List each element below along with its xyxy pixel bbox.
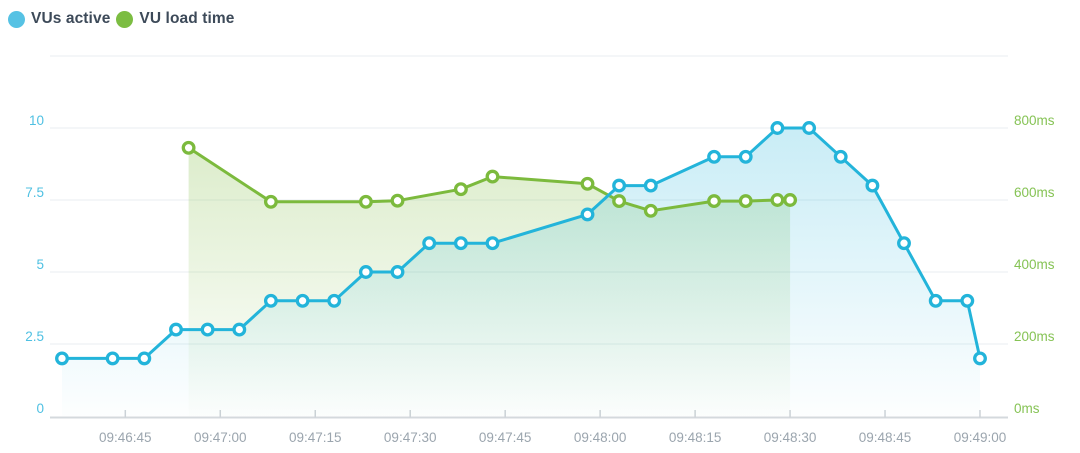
data-point-marker[interactable] [738, 149, 753, 164]
data-point-marker[interactable] [390, 265, 405, 279]
data-point-marker[interactable] [263, 194, 278, 209]
data-point-marker[interactable] [897, 236, 911, 251]
data-point-marker[interactable] [865, 178, 880, 193]
data-point-marker[interactable] [973, 351, 987, 366]
y-axis-left-label: 10 [29, 113, 44, 128]
vus-active-series [55, 121, 987, 366]
y-axis-left: 0 2.5 5 7.5 10 [25, 113, 44, 416]
legend: VUs active VU load time [8, 10, 235, 28]
data-point-marker[interactable] [580, 207, 595, 222]
data-point-marker[interactable] [960, 293, 975, 308]
x-axis-label: 09:48:45 [859, 430, 912, 445]
data-point-marker[interactable] [181, 140, 196, 155]
data-point-marker[interactable] [390, 193, 405, 208]
legend-label-vus-active: VUs active [31, 10, 111, 27]
data-point-marker[interactable] [580, 176, 595, 191]
data-point-marker[interactable] [643, 203, 658, 218]
data-point-marker[interactable] [295, 293, 310, 308]
data-point-marker[interactable] [358, 194, 373, 209]
x-axis: 09:46:45 09:47:00 09:47:15 09:47:30 09:47:45… [99, 410, 1006, 445]
y-axis-right-label: 400ms [1014, 257, 1055, 272]
data-point-marker[interactable] [770, 121, 785, 135]
y-axis-right-label: 200ms [1014, 329, 1055, 344]
legend-item-vu-load-time[interactable]: VU load time [116, 10, 234, 28]
x-axis-label: 09:49:00 [954, 430, 1007, 445]
data-point-marker[interactable] [738, 194, 753, 209]
data-point-marker[interactable] [643, 178, 658, 193]
x-axis-label: 09:47:45 [479, 430, 532, 445]
data-point-marker[interactable] [707, 194, 722, 209]
data-point-marker[interactable] [358, 265, 373, 279]
y-axis-left-label: 5 [36, 257, 44, 272]
vu-load-time-series-dot-icon [116, 10, 134, 28]
data-point-marker[interactable] [928, 293, 943, 308]
y-axis-right-label: 600ms [1014, 185, 1055, 200]
data-point-marker[interactable] [612, 194, 627, 209]
data-point-marker[interactable] [707, 149, 722, 164]
y-axis-right-label: 800ms [1014, 113, 1055, 128]
data-point-marker[interactable] [453, 182, 468, 197]
data-point-marker[interactable] [55, 351, 69, 366]
data-point-marker[interactable] [612, 178, 627, 193]
x-axis-label: 09:48:30 [764, 430, 817, 445]
vu-load-time-series [181, 140, 798, 218]
y-axis-left-label: 0 [36, 401, 44, 416]
data-point-marker[interactable] [485, 169, 500, 184]
data-point-marker[interactable] [263, 293, 278, 308]
data-point-marker[interactable] [453, 236, 468, 251]
data-point-marker[interactable] [105, 351, 120, 366]
data-point-marker[interactable] [327, 293, 342, 308]
x-axis-label: 09:48:15 [669, 430, 722, 445]
data-point-marker[interactable] [833, 149, 848, 164]
y-axis-right-label: 0ms [1014, 401, 1040, 416]
data-point-marker[interactable] [422, 236, 437, 251]
data-point-marker[interactable] [770, 193, 785, 207]
data-point-marker[interactable] [232, 322, 247, 337]
legend-item-vus-active[interactable]: VUs active [8, 10, 110, 28]
data-point-marker[interactable] [485, 236, 500, 251]
y-axis-right: 0ms 200ms 400ms 600ms 800ms [1014, 113, 1055, 416]
x-axis-label: 09:47:30 [384, 430, 437, 445]
x-axis-label: 09:47:00 [194, 430, 247, 445]
data-point-marker[interactable] [200, 322, 215, 337]
legend-label-vu-load-time: VU load time [139, 10, 235, 27]
data-point-marker[interactable] [137, 351, 152, 366]
x-axis-label: 09:48:00 [574, 430, 627, 445]
data-point-marker[interactable] [783, 193, 798, 207]
data-point-marker[interactable] [802, 121, 817, 135]
y-axis-left-label: 2.5 [25, 329, 44, 344]
y-axis-left-label: 7.5 [25, 185, 44, 200]
vus-active-series-dot-icon [8, 10, 25, 28]
x-axis-label: 09:47:15 [289, 430, 342, 445]
data-point-marker[interactable] [169, 322, 183, 337]
x-axis-label: 09:46:45 [99, 430, 152, 445]
